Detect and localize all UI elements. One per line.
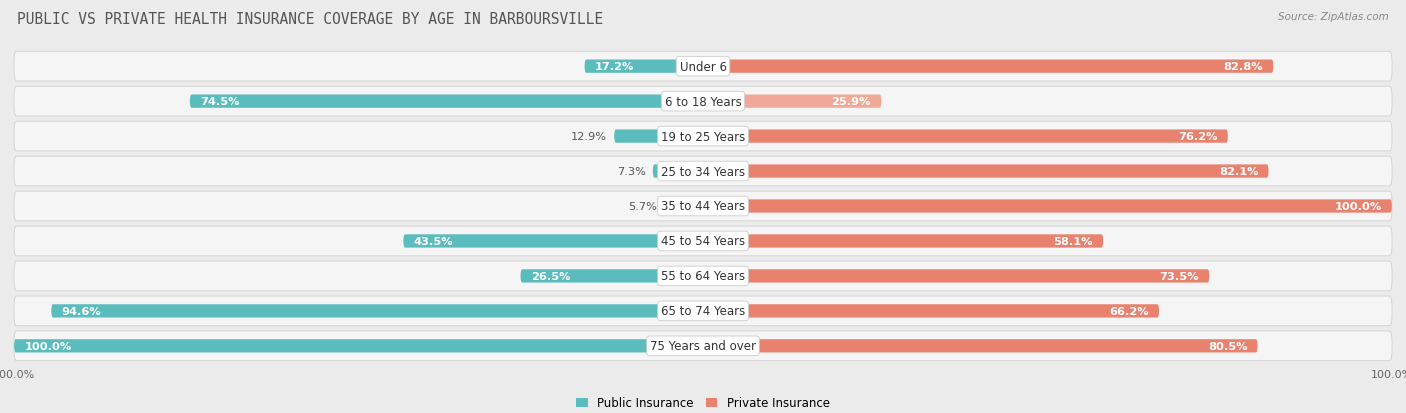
FancyBboxPatch shape	[14, 227, 1392, 256]
FancyBboxPatch shape	[14, 192, 1392, 221]
FancyBboxPatch shape	[703, 165, 1268, 178]
FancyBboxPatch shape	[614, 130, 703, 143]
FancyBboxPatch shape	[703, 130, 1227, 143]
FancyBboxPatch shape	[703, 60, 1274, 74]
FancyBboxPatch shape	[14, 122, 1392, 152]
FancyBboxPatch shape	[585, 60, 703, 74]
Text: 17.2%: 17.2%	[595, 62, 634, 72]
FancyBboxPatch shape	[703, 200, 1392, 213]
Text: Source: ZipAtlas.com: Source: ZipAtlas.com	[1278, 12, 1389, 22]
FancyBboxPatch shape	[703, 304, 1159, 318]
Text: 55 to 64 Years: 55 to 64 Years	[661, 270, 745, 283]
FancyBboxPatch shape	[14, 331, 1392, 361]
FancyBboxPatch shape	[703, 339, 1257, 353]
Text: 43.5%: 43.5%	[413, 236, 453, 247]
Text: 76.2%: 76.2%	[1178, 132, 1218, 142]
FancyBboxPatch shape	[664, 200, 703, 213]
Text: 58.1%: 58.1%	[1053, 236, 1092, 247]
Text: 100.0%: 100.0%	[24, 341, 72, 351]
FancyBboxPatch shape	[520, 270, 703, 283]
Text: 25 to 34 Years: 25 to 34 Years	[661, 165, 745, 178]
Text: 74.5%: 74.5%	[200, 97, 239, 107]
Text: 26.5%: 26.5%	[531, 271, 571, 281]
FancyBboxPatch shape	[703, 270, 1209, 283]
Text: 25.9%: 25.9%	[831, 97, 872, 107]
Text: PUBLIC VS PRIVATE HEALTH INSURANCE COVERAGE BY AGE IN BARBOURSVILLE: PUBLIC VS PRIVATE HEALTH INSURANCE COVER…	[17, 12, 603, 27]
FancyBboxPatch shape	[190, 95, 703, 109]
Text: 19 to 25 Years: 19 to 25 Years	[661, 130, 745, 143]
Text: 65 to 74 Years: 65 to 74 Years	[661, 305, 745, 318]
Text: 7.3%: 7.3%	[617, 166, 645, 177]
FancyBboxPatch shape	[404, 235, 703, 248]
FancyBboxPatch shape	[14, 296, 1392, 326]
FancyBboxPatch shape	[703, 235, 1104, 248]
Text: 82.1%: 82.1%	[1219, 166, 1258, 177]
FancyBboxPatch shape	[14, 339, 703, 353]
FancyBboxPatch shape	[652, 165, 703, 178]
FancyBboxPatch shape	[14, 157, 1392, 186]
Text: 45 to 54 Years: 45 to 54 Years	[661, 235, 745, 248]
Text: 82.8%: 82.8%	[1223, 62, 1263, 72]
Text: 80.5%: 80.5%	[1208, 341, 1247, 351]
FancyBboxPatch shape	[14, 52, 1392, 82]
Text: 6 to 18 Years: 6 to 18 Years	[665, 95, 741, 108]
FancyBboxPatch shape	[703, 95, 882, 109]
Text: 66.2%: 66.2%	[1109, 306, 1149, 316]
Text: 5.7%: 5.7%	[628, 202, 657, 211]
Text: 75 Years and over: 75 Years and over	[650, 339, 756, 352]
Text: 35 to 44 Years: 35 to 44 Years	[661, 200, 745, 213]
Text: 100.0%: 100.0%	[1334, 202, 1382, 211]
Legend: Public Insurance, Private Insurance: Public Insurance, Private Insurance	[571, 392, 835, 413]
Text: Under 6: Under 6	[679, 61, 727, 74]
FancyBboxPatch shape	[14, 87, 1392, 117]
Text: 94.6%: 94.6%	[62, 306, 101, 316]
Text: 12.9%: 12.9%	[571, 132, 607, 142]
Text: 73.5%: 73.5%	[1160, 271, 1199, 281]
FancyBboxPatch shape	[51, 304, 703, 318]
FancyBboxPatch shape	[14, 261, 1392, 291]
